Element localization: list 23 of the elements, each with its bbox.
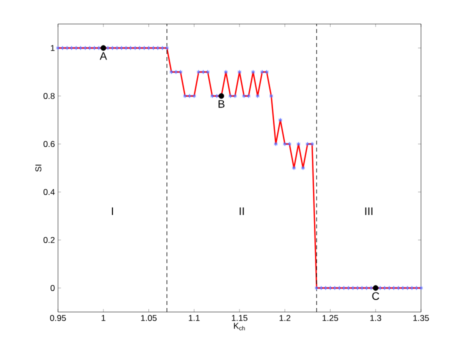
x-tick-label: 1.05 — [141, 315, 157, 322]
annotation: C — [372, 292, 380, 300]
annotation: B — [218, 100, 224, 108]
x-tick-label: 1.35 — [413, 315, 429, 322]
annotation: III — [365, 207, 372, 215]
x-axis-title: K$_{ch}$ — [234, 322, 245, 330]
x-tick-label: 1 — [102, 315, 106, 321]
y-tick-label: 0.4 — [44, 189, 55, 195]
annotation: I — [112, 207, 113, 215]
annotation: II — [240, 207, 244, 215]
y-tick-label: 0.8 — [44, 93, 55, 99]
x-tick-label: 1.2 — [280, 315, 290, 321]
x-tick-label: 0.95 — [50, 315, 66, 322]
y-axis-title: SI — [35, 164, 42, 172]
y-tick-label: 0.2 — [44, 237, 55, 243]
x-tick-label: 1.15 — [232, 315, 248, 321]
annotation: A — [100, 52, 107, 60]
y-tick-label: 0.6 — [44, 141, 55, 147]
x-tick-label: 1.25 — [322, 315, 338, 322]
x-tick-label: 1.1 — [188, 315, 200, 321]
y-tick-label: 1 — [50, 45, 55, 51]
y-tick-label: 0 — [50, 285, 55, 291]
x-tick-label: 1.3 — [370, 315, 382, 322]
